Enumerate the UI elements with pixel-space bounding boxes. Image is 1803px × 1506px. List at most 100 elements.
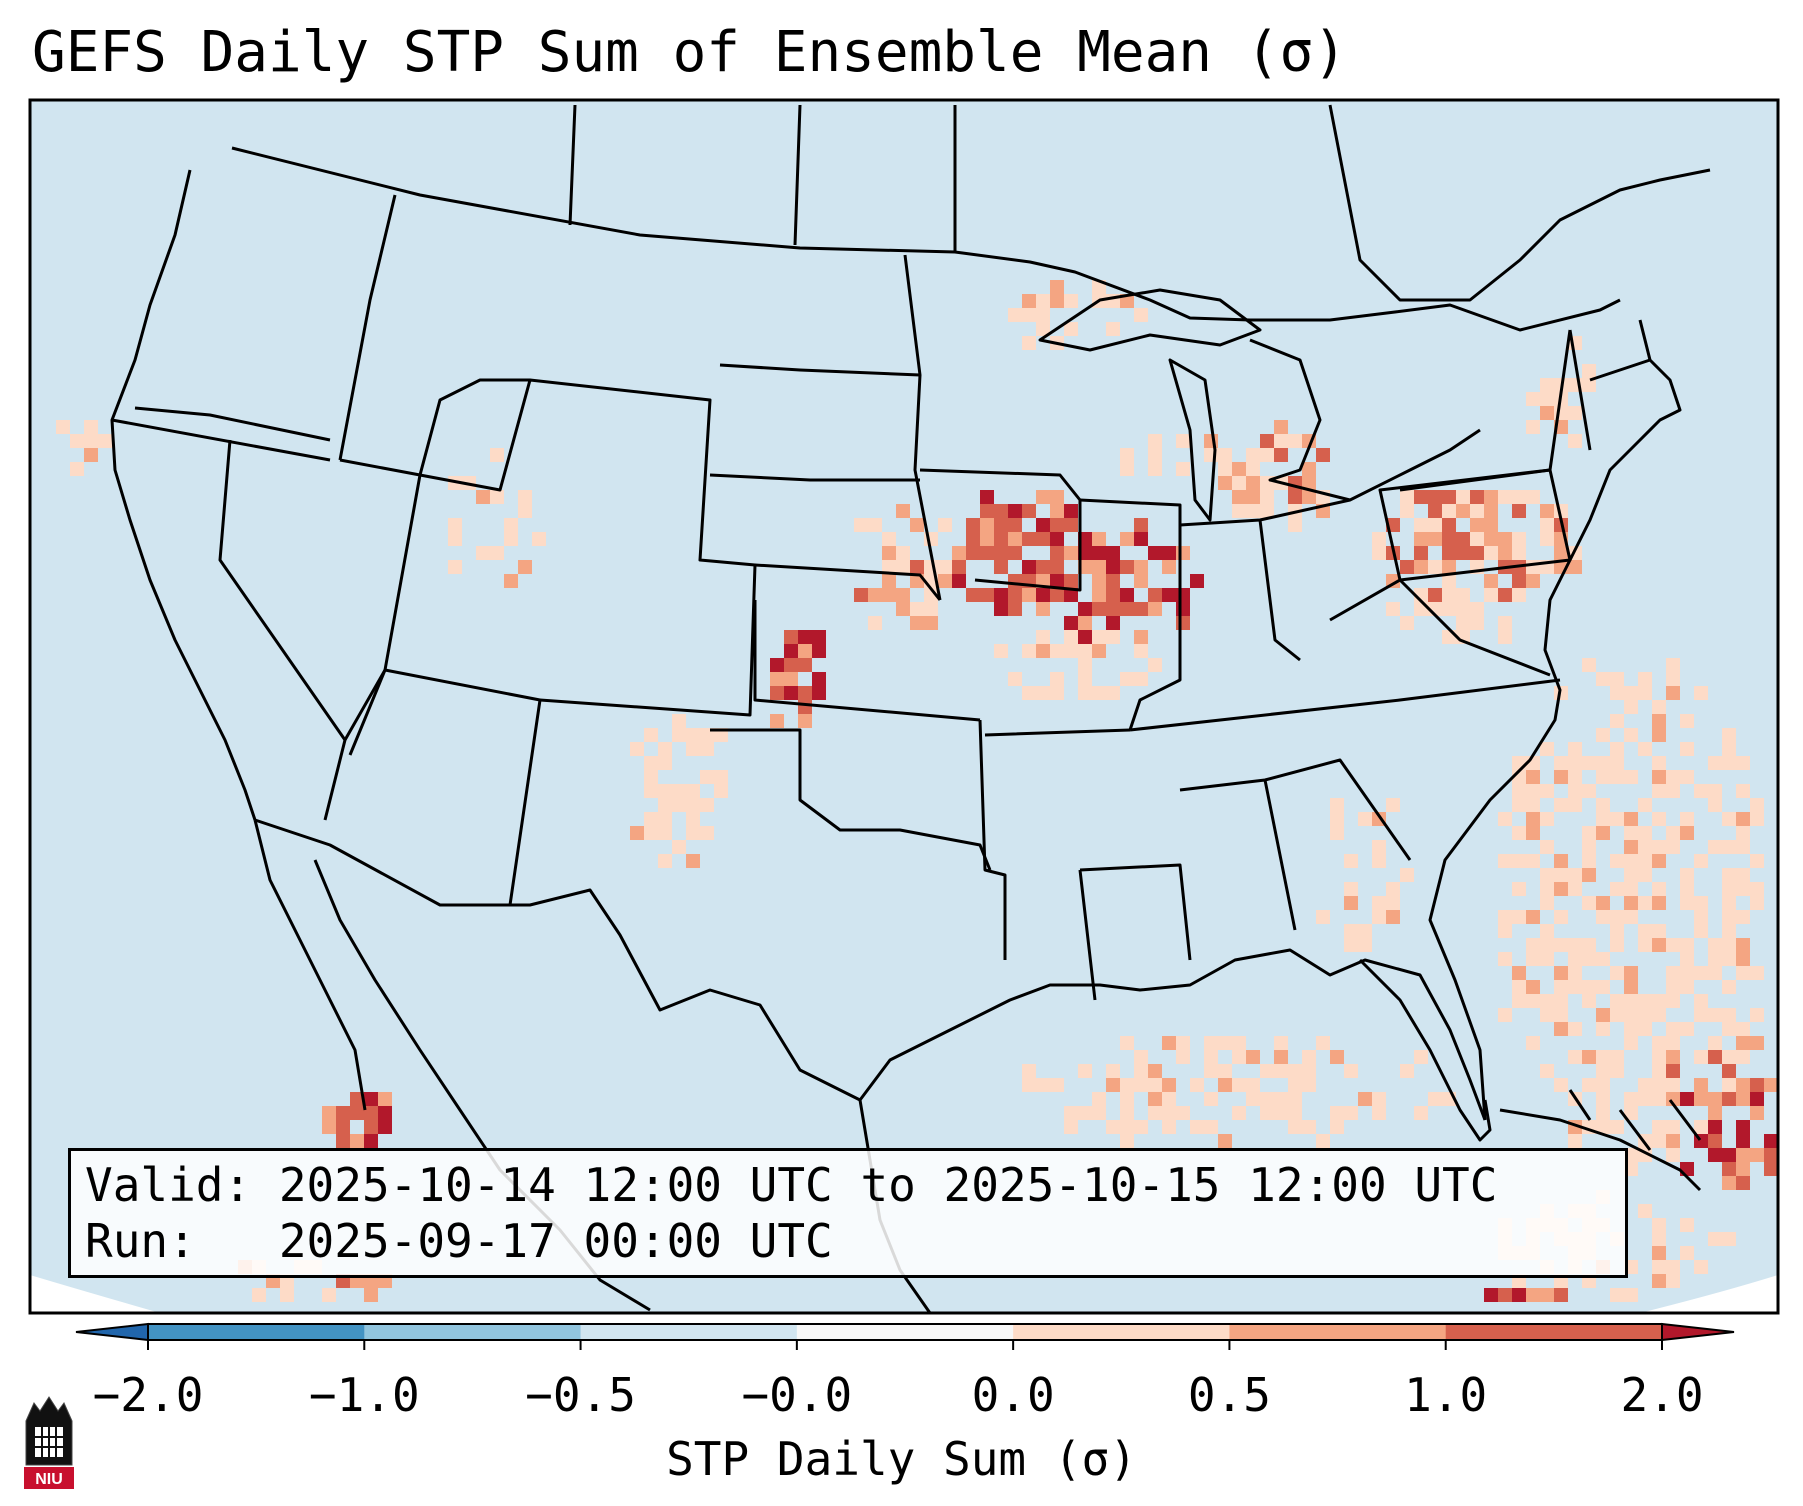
stp-cell xyxy=(1694,994,1708,1008)
stp-cell xyxy=(1750,896,1764,910)
stp-cell xyxy=(798,658,812,672)
stp-cell xyxy=(1638,840,1652,854)
stp-cell xyxy=(1526,574,1540,588)
stp-cell xyxy=(882,560,896,574)
stp-cell xyxy=(532,532,546,546)
stp-cell xyxy=(1666,770,1680,784)
stp-cell xyxy=(1022,644,1036,658)
stp-cell xyxy=(1106,1064,1120,1078)
stp-cell xyxy=(1260,504,1274,518)
stp-cell xyxy=(1176,434,1190,448)
stp-cell xyxy=(1694,1008,1708,1022)
stp-cell xyxy=(364,1120,378,1134)
stp-cell xyxy=(1680,1022,1694,1036)
stp-cell xyxy=(1540,896,1554,910)
stp-cell xyxy=(1400,490,1414,504)
stp-cell xyxy=(882,574,896,588)
tn-ky-line xyxy=(1129,678,1561,732)
stp-cell xyxy=(672,840,686,854)
stp-cell xyxy=(1008,518,1022,532)
stp-cell xyxy=(1722,728,1736,742)
stp-cell xyxy=(1064,1120,1078,1134)
stp-cell xyxy=(1652,238,1666,252)
stp-cell xyxy=(1134,644,1148,658)
stp-cell xyxy=(1638,1204,1652,1218)
stp-cell xyxy=(1484,588,1498,602)
colorbar xyxy=(75,1322,1735,1350)
stp-cell xyxy=(1498,924,1512,938)
us-mexico-border xyxy=(254,818,861,1102)
stp-cell xyxy=(938,574,952,588)
stp-cell xyxy=(1582,854,1596,868)
stp-cell xyxy=(1134,560,1148,574)
stp-cell xyxy=(1050,490,1064,504)
stp-cell xyxy=(1666,1274,1680,1288)
stp-cell xyxy=(1568,798,1582,812)
stp-cell xyxy=(966,546,980,560)
stp-cell xyxy=(1064,644,1078,658)
stp-cell xyxy=(952,574,966,588)
stp-cell xyxy=(1666,994,1680,1008)
stp-cell xyxy=(1708,1008,1722,1022)
stp-cell xyxy=(1568,966,1582,980)
stp-cell xyxy=(1652,224,1666,238)
stp-cell xyxy=(1638,742,1652,756)
stp-cell xyxy=(1484,532,1498,546)
stp-cell xyxy=(1666,1092,1680,1106)
stp-cell xyxy=(1050,574,1064,588)
stp-cell xyxy=(1442,602,1456,616)
stp-cell xyxy=(1526,854,1540,868)
stp-cell xyxy=(1610,994,1624,1008)
stp-cell xyxy=(980,588,994,602)
stp-cell xyxy=(1036,294,1050,308)
stp-cell xyxy=(1736,1134,1750,1148)
colorbar-tick-label: −0.5 xyxy=(525,1368,636,1422)
stp-cell xyxy=(1554,994,1568,1008)
colorbar-tick-label: −2.0 xyxy=(92,1368,204,1422)
stp-cell xyxy=(1526,490,1540,504)
stp-cell xyxy=(1064,546,1078,560)
stp-cell xyxy=(1624,910,1638,924)
stp-cell xyxy=(1568,952,1582,966)
stp-cell xyxy=(518,490,532,504)
stp-cell xyxy=(1344,854,1358,868)
stp-cell xyxy=(1134,518,1148,532)
logo-window-bars xyxy=(35,1427,63,1457)
stp-cell xyxy=(1680,812,1694,826)
stp-cell xyxy=(378,1092,392,1106)
stp-cell xyxy=(1736,938,1750,952)
baja-coast xyxy=(253,819,367,1111)
stp-cell xyxy=(1162,588,1176,602)
stp-cell xyxy=(1204,1120,1218,1134)
stp-cell xyxy=(364,1106,378,1120)
stp-cell xyxy=(1568,784,1582,798)
stp-cell xyxy=(1358,812,1372,826)
stp-cell xyxy=(1232,1106,1246,1120)
logo-band xyxy=(24,1467,74,1489)
stp-cell xyxy=(1386,882,1400,896)
stp-cell xyxy=(1540,518,1554,532)
stp-cell xyxy=(1176,616,1190,630)
stp-cell xyxy=(1120,532,1134,546)
info-box: Valid: 2025-10-14 12:00 UTC to 2025-10-1… xyxy=(68,1148,1628,1278)
stp-cell xyxy=(1400,616,1414,630)
stp-cell xyxy=(1540,1008,1554,1022)
stp-cell xyxy=(1358,1092,1372,1106)
stp-cell xyxy=(1064,588,1078,602)
stp-cell xyxy=(322,1106,336,1120)
stp-cell xyxy=(1120,448,1134,462)
stp-cell xyxy=(1694,854,1708,868)
colorbar-segment xyxy=(364,1324,582,1340)
stp-cell xyxy=(644,812,658,826)
stp-cell xyxy=(1652,1078,1666,1092)
stp-cell xyxy=(1092,630,1106,644)
stp-cell xyxy=(1386,798,1400,812)
stp-cell xyxy=(1498,812,1512,826)
stp-cell xyxy=(1050,686,1064,700)
stp-cell xyxy=(1694,686,1708,700)
stp-cell xyxy=(1288,434,1302,448)
stp-cell xyxy=(882,546,896,560)
stp-cell xyxy=(1624,252,1638,266)
stp-cell xyxy=(1414,532,1428,546)
stp-cell xyxy=(1596,1078,1610,1092)
